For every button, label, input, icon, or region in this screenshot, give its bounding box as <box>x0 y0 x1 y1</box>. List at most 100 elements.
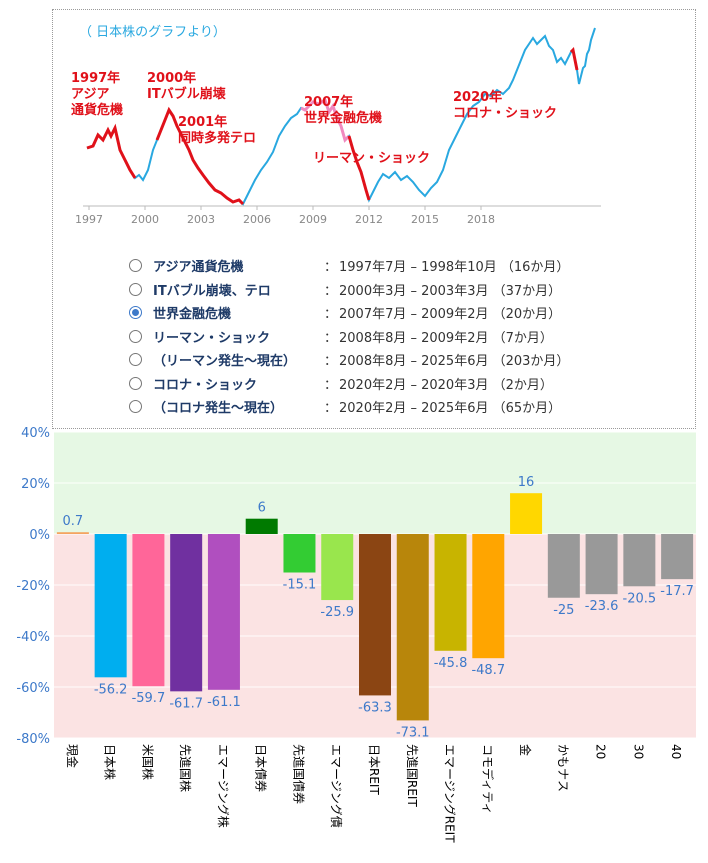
radio-button[interactable] <box>129 376 142 390</box>
x-tick-label: 1997 <box>75 213 103 226</box>
bar-value-label: 0.7 <box>63 514 84 529</box>
x-tick-label: 2003 <box>187 213 215 226</box>
bar <box>396 534 429 721</box>
crisis-annotation: 2001年同時多発テロ <box>178 114 256 146</box>
y-tick-label: -40% <box>16 630 50 645</box>
crisis-chart-panel: （ 日本株のグラフより） 1997 2000 2003 2006 2009 2012 201… <box>52 9 696 429</box>
option-separator: ： <box>324 354 338 369</box>
bar <box>132 534 165 687</box>
y-tick-label: 20% <box>21 477 50 492</box>
radio-button[interactable] <box>129 400 142 413</box>
crisis-annotation: 2007年世界金融危機 <box>304 94 382 126</box>
bar <box>207 534 240 690</box>
x-tick-label: 2012 <box>355 213 383 226</box>
category-label: 金 <box>518 744 533 756</box>
category-label: 米国株 <box>140 744 155 780</box>
category-label: 先進国債券 <box>291 744 306 804</box>
x-tick-label: 2009 <box>299 213 327 226</box>
option-separator: ： <box>324 377 338 393</box>
category-label: エマージングREIT <box>443 744 457 843</box>
bar <box>170 534 203 692</box>
bar-value-label: 16 <box>518 475 535 490</box>
radio-button[interactable] <box>129 259 142 272</box>
bar-value-label: -23.6 <box>585 599 619 614</box>
category-label: 日本REIT <box>367 744 381 795</box>
category-label: 現金 <box>65 744 80 768</box>
option-name: ITバブル崩壊、テロ <box>153 283 271 299</box>
asian-crisis-segment <box>86 123 137 179</box>
asset-performance-bar-chart: 40%20%0%-20%-40%-60%-80% 0.7-56.2-59.7 -6… <box>16 426 696 843</box>
category-label: コモディティ <box>480 744 495 814</box>
bar <box>321 534 354 601</box>
bar <box>94 534 127 678</box>
category-label: 先進国株 <box>178 744 193 792</box>
lehman-shock-segment <box>347 135 371 201</box>
option-name: リーマン・ショック <box>153 330 271 346</box>
category-label: エマージング債 <box>329 744 344 828</box>
option-separator: ： <box>324 307 338 322</box>
option-period: 2008年8月 – 2009年2月 （7か月） <box>339 330 553 346</box>
option-name: （リーマン発生～現在） <box>153 354 297 369</box>
x-tick-label: 2006 <box>243 213 271 226</box>
bar-value-label: 6 <box>258 501 266 516</box>
chart-caption: （ 日本株のグラフより） <box>79 25 226 40</box>
option-period: 2007年7月 – 2009年2月 （20か月） <box>339 307 562 322</box>
option-period: 2020年2月 – 2025年6月 （65か月） <box>339 401 562 416</box>
bar <box>661 534 694 580</box>
category-label: 30 <box>631 744 645 759</box>
bar <box>547 534 580 598</box>
crisis-annotation: 1997年アジア通貨危機 <box>71 70 123 118</box>
bar-value-label: -15.1 <box>283 578 317 593</box>
option-period: 2000年3月 – 2003年3月 （37か月） <box>339 283 562 299</box>
category-label: 日本債券 <box>254 744 269 792</box>
option-period: 2008年8月 – 2025年6月 （203か月） <box>339 354 570 369</box>
y-tick-label: -80% <box>16 732 50 747</box>
crisis-option[interactable]: アジア通貨危機 ： 1997年7月 – 1998年10月 （16か月） <box>129 256 708 278</box>
option-name: 世界金融危機 <box>153 307 232 322</box>
x-tick-label: 2015 <box>411 213 439 226</box>
japan-stock-line-chart: （ 日本株のグラフより） 1997 2000 2003 2006 2009 2012 201… <box>71 25 601 226</box>
crisis-option[interactable]: リーマン・ショック ： 2008年8月 – 2009年2月 （7か月） <box>129 327 708 349</box>
option-name: （コロナ発生～現在） <box>153 401 284 416</box>
radio-button[interactable] <box>129 282 142 296</box>
bar-value-label: -56.2 <box>94 682 128 697</box>
crisis-option[interactable]: （リーマン発生～現在） ： 2008年8月 – 2025年6月 （203か月） <box>129 350 708 372</box>
bar-value-label: -63.3 <box>358 700 392 715</box>
option-separator: ： <box>324 283 338 299</box>
y-tick-label: -20% <box>16 579 50 594</box>
bar-value-label: -61.7 <box>169 696 203 711</box>
crisis-option[interactable]: コロナ・ショック ： 2020年2月 – 2020年3月 （2か月） <box>129 374 708 396</box>
option-name: アジア通貨危機 <box>153 260 244 275</box>
y-tick-label: 0% <box>29 528 50 543</box>
option-separator: ： <box>324 330 338 346</box>
category-label: 日本株 <box>103 744 118 780</box>
crisis-annotation: 2020年コロナ・ショック <box>453 89 557 121</box>
crisis-option[interactable]: 世界金融危機 ： 2007年7月 – 2009年2月 （20か月） <box>129 303 708 325</box>
bar-value-label: -25.9 <box>320 605 354 620</box>
bar-value-label: -48.7 <box>471 663 505 678</box>
bar <box>585 534 618 595</box>
bar <box>623 534 656 587</box>
category-label: かもナス <box>556 744 570 792</box>
bar-value-label: -73.1 <box>396 725 430 740</box>
bar-value-label: -17.7 <box>660 584 694 599</box>
bar <box>283 534 316 573</box>
crisis-option[interactable]: （コロナ発生～現在） ： 2020年2月 – 2025年6月 （65か月） <box>129 397 708 419</box>
bar <box>245 518 278 534</box>
category-label: 20 <box>594 744 608 759</box>
category-label: 先進国REIT <box>405 744 419 807</box>
bar-value-label: -45.8 <box>434 656 468 671</box>
y-tick-label: 40% <box>21 426 50 441</box>
bar-value-label: -20.5 <box>623 591 657 606</box>
radio-button[interactable] <box>129 329 142 343</box>
crisis-option[interactable]: ITバブル崩壊、テロ ： 2000年3月 – 2003年3月 （37か月） <box>129 280 708 302</box>
radio-button[interactable] <box>129 306 142 319</box>
bar <box>472 534 505 659</box>
radio-button[interactable] <box>129 353 142 366</box>
bar-value-label: -61.1 <box>207 695 241 710</box>
category-label: 40 <box>669 744 683 759</box>
option-separator: ： <box>324 260 338 275</box>
x-tick-label: 2018 <box>467 213 495 226</box>
global-financial-crisis-segment <box>300 97 351 143</box>
bar <box>359 534 391 696</box>
